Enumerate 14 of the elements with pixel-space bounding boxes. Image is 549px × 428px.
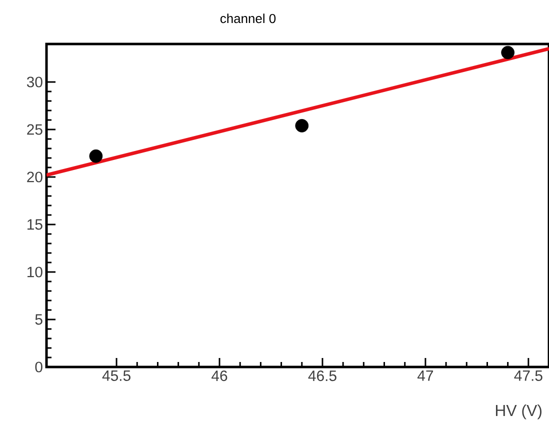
x-tick-label: 45.5 [102, 370, 130, 381]
y-tick-label: 10 [28, 266, 42, 278]
y-tick-label: 0 [35, 362, 42, 372]
chart-title: channel 0 [220, 14, 276, 24]
y-tick-label: 15 [28, 219, 42, 230]
y-tick-label: 5 [35, 314, 42, 325]
y-tick-label: 25 [27, 124, 42, 135]
x-tick-label: 47.5 [514, 370, 542, 381]
y-tick-label: 30 [26, 76, 42, 88]
x-tick-label: 46 [212, 370, 228, 382]
x-axis-title: HV (V) [496, 404, 542, 420]
x-tick-label: 46.5 [308, 370, 336, 382]
y-tick-label: 20 [27, 172, 42, 182]
x-tick-label: 47 [417, 370, 434, 381]
